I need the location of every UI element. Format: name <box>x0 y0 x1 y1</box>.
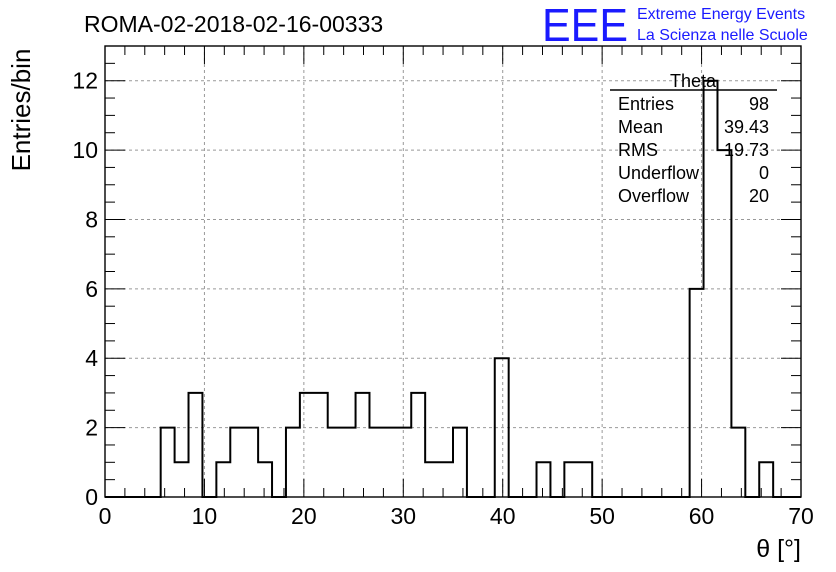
x-tick-label: 70 <box>788 503 814 529</box>
y-tick-label: 12 <box>72 68 98 94</box>
stats-row-label: Underflow <box>618 163 700 183</box>
eee-logo: EEE Extreme Energy Events La Scienza nel… <box>542 0 808 51</box>
x-tick-label: 10 <box>192 503 218 529</box>
x-tick-label: 20 <box>291 503 317 529</box>
stats-row-label: Overflow <box>618 186 690 206</box>
histogram-outline <box>105 79 801 498</box>
y-tick-label: 2 <box>85 415 98 441</box>
stats-row-value: 98 <box>749 94 769 114</box>
y-tick-labels: 0 2 4 6 8 10 12 <box>72 68 98 510</box>
stats-box-rows: Entries 98 Mean 39.43 RMS 19.73 Underflow 0 Over… <box>618 94 769 206</box>
stats-row-value: 0 <box>759 163 769 183</box>
stats-row-value: 39.43 <box>724 117 769 137</box>
y-tick-label: 4 <box>85 345 98 371</box>
x-tick-label: 50 <box>589 503 615 529</box>
x-axis-label: θ [°] <box>756 535 801 563</box>
plot-frame <box>104 45 802 498</box>
x-tick-label: 0 <box>99 503 112 529</box>
stats-row-value: 20 <box>749 186 769 206</box>
y-tick-label: 10 <box>72 137 98 163</box>
x-tick-labels: 0 10 20 30 40 50 60 70 <box>99 503 814 529</box>
x-tick-label: 40 <box>490 503 516 529</box>
logo-line-2: La Scienza nelle Scuole <box>637 27 808 44</box>
stats-row-label: Entries <box>618 94 674 114</box>
y-tick-label: 8 <box>85 206 98 232</box>
x-tick-label: 30 <box>390 503 416 529</box>
stats-box-title: Theta <box>670 71 717 91</box>
stats-row-value: 19.73 <box>724 140 769 160</box>
y-tick-label: 0 <box>85 484 98 510</box>
y-axis-label: Entries/bin <box>6 49 36 172</box>
stats-box: Theta Entries 98 Mean 39.43 RMS 19.73 Underflo… <box>610 71 777 206</box>
stats-row-label: RMS <box>618 140 658 160</box>
y-tick-label: 6 <box>85 276 98 302</box>
stats-row-label: Mean <box>618 117 663 137</box>
x-tick-label: 60 <box>689 503 715 529</box>
logo-mark: EEE <box>542 0 628 51</box>
logo-line-1: Extreme Energy Events <box>637 6 805 23</box>
run-title: ROMA-02-2018-02-16-00333 <box>84 11 383 37</box>
